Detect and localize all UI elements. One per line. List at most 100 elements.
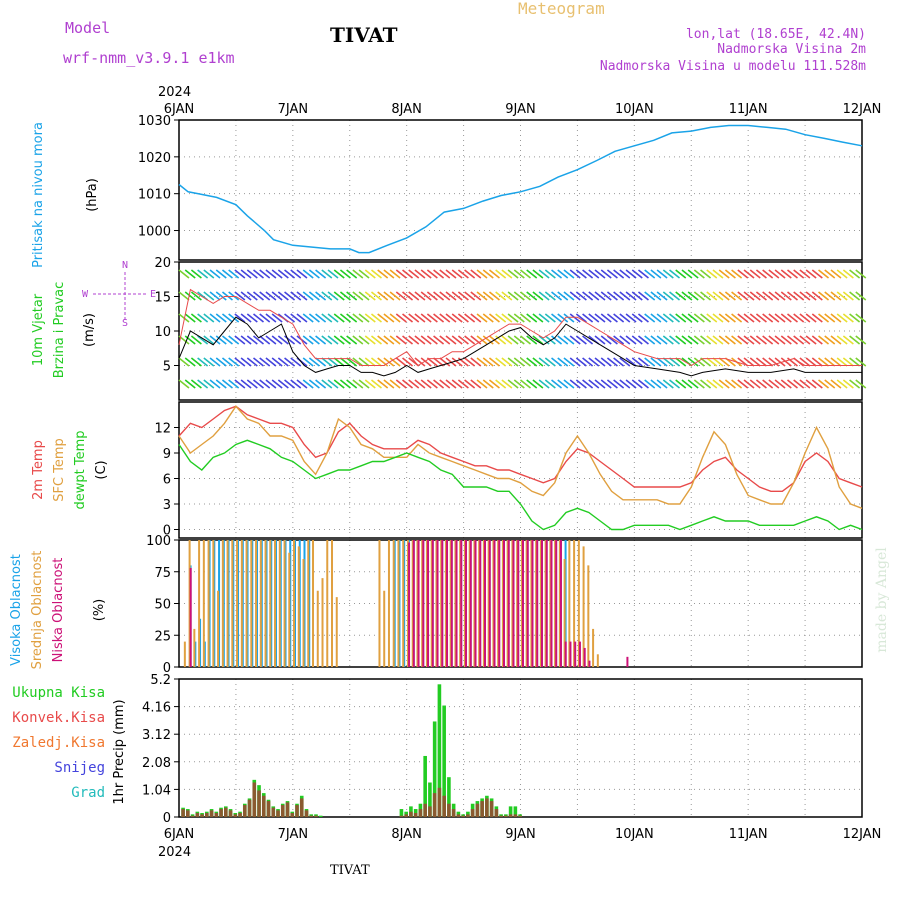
wind-barb xyxy=(470,379,482,389)
wind-barb xyxy=(569,313,581,323)
wind-barb xyxy=(855,335,867,345)
wind-barb xyxy=(370,291,382,301)
wind-barb xyxy=(234,335,246,345)
wind-barb xyxy=(594,335,606,345)
legend-frozen: Zaledj.Kisa xyxy=(12,735,105,751)
wind-barb xyxy=(687,313,699,323)
wind-barb xyxy=(637,379,649,389)
cloud-ylabel-3: Niska Oblacnost xyxy=(51,558,66,663)
wind-barb xyxy=(507,379,519,389)
top-day-label: 12JAN xyxy=(843,102,882,117)
wind-barb xyxy=(402,357,414,367)
wind-barb xyxy=(563,269,575,279)
wind-barb xyxy=(476,379,488,389)
wind-barb xyxy=(824,357,836,367)
wind-barb xyxy=(755,335,767,345)
wind-barb xyxy=(414,291,426,301)
wind-barb xyxy=(488,313,500,323)
lonlat-label: lon,lat (18.65E, 42.4N) xyxy=(686,27,866,42)
wind-barb xyxy=(234,291,246,301)
wind-barb xyxy=(644,291,656,301)
wind-barb xyxy=(377,335,389,345)
wind-barb xyxy=(346,269,358,279)
wind-barb xyxy=(482,313,494,323)
precip-tick-label: 0 xyxy=(163,811,171,826)
wind-barb xyxy=(656,291,668,301)
wind-barb xyxy=(184,291,196,301)
wind-barb xyxy=(644,335,656,345)
wind-barb xyxy=(433,269,445,279)
wind-barb xyxy=(327,357,339,367)
wind-barb xyxy=(743,313,755,323)
temp-tick-label: 0 xyxy=(163,524,171,539)
wind-barb xyxy=(675,335,687,345)
wind-barb xyxy=(793,335,805,345)
temp-ylabel-4: (C) xyxy=(94,460,109,479)
wind-barb xyxy=(563,313,575,323)
wind-barb xyxy=(246,357,258,367)
wind-barb xyxy=(600,357,612,367)
wind-barb xyxy=(706,313,718,323)
wind-barb xyxy=(414,313,426,323)
wind-barb xyxy=(551,291,563,301)
wind-barb xyxy=(557,335,569,345)
wind-barb xyxy=(495,379,507,389)
wind-barb xyxy=(544,291,556,301)
wind-barb xyxy=(302,379,314,389)
wind-barb xyxy=(700,379,712,389)
wind-barb xyxy=(513,291,525,301)
wind-barb xyxy=(706,357,718,367)
wind-barb xyxy=(321,357,333,367)
model-name: wrf-nmm_v3.9.1 e1km xyxy=(63,49,235,67)
wind-barb xyxy=(339,269,351,279)
wind-barb xyxy=(395,335,407,345)
wind-barb xyxy=(762,379,774,389)
wind-barb xyxy=(849,335,861,345)
wind-barb xyxy=(780,291,792,301)
wind-barb xyxy=(221,357,233,367)
height-label: Nadmorska Visina 2m xyxy=(717,42,866,57)
wind-barb xyxy=(575,313,587,323)
cloud-tick-label: 100 xyxy=(146,534,171,549)
precip-convective-bar xyxy=(214,813,219,817)
wind-barb xyxy=(774,269,786,279)
wind-barb xyxy=(364,357,376,367)
wind-barb xyxy=(606,379,618,389)
wind-barb xyxy=(749,313,761,323)
precip-convective-bar xyxy=(261,795,266,817)
wind-barb xyxy=(842,357,854,367)
wind-barb xyxy=(780,269,792,279)
wind-barb xyxy=(234,379,246,389)
wind-barb xyxy=(637,313,649,323)
wind-ylabel-2: Brzina i Pravac xyxy=(52,282,67,379)
wind-barb xyxy=(774,357,786,367)
wind-barb xyxy=(656,379,668,389)
wind-barb xyxy=(358,269,370,279)
wind-barb xyxy=(588,357,600,367)
wind-barb xyxy=(786,269,798,279)
wind-barb xyxy=(315,335,327,345)
wind-barb xyxy=(718,313,730,323)
wind-barb xyxy=(259,335,271,345)
wind-barb xyxy=(246,291,258,301)
precip-convective-bar xyxy=(247,799,252,817)
wind-barb xyxy=(389,335,401,345)
cloud-tick-label: 75 xyxy=(154,566,171,581)
wind-barb xyxy=(464,357,476,367)
wind-gust-line xyxy=(178,288,862,367)
wind-barb xyxy=(693,335,705,345)
wind-barb xyxy=(824,269,836,279)
wind-barb xyxy=(644,357,656,367)
wind-barb xyxy=(203,335,215,345)
wind-barb xyxy=(538,357,550,367)
wind-barb xyxy=(681,313,693,323)
wind-barb xyxy=(706,379,718,389)
precip-convective-bar xyxy=(280,805,285,817)
wind-barb xyxy=(551,357,563,367)
wind-barb xyxy=(358,357,370,367)
wind-barb xyxy=(526,291,538,301)
wind-barb xyxy=(600,335,612,345)
cloud-tick-label: 50 xyxy=(154,598,171,613)
wind-barb xyxy=(520,291,531,301)
wind-barb xyxy=(308,313,320,323)
